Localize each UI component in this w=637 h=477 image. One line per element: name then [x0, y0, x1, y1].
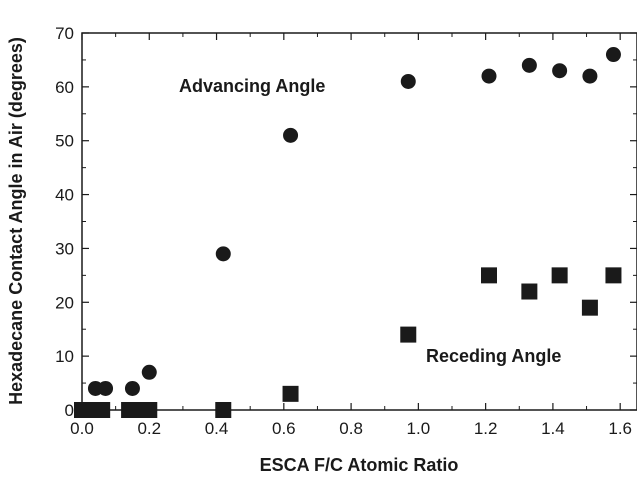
receding-point [141, 402, 158, 418]
x-tick-label: 0.0 [70, 419, 94, 438]
y-tick-label: 0 [65, 401, 74, 420]
y-tick-label: 10 [55, 347, 74, 366]
receding-point [94, 402, 111, 418]
advancing-point [552, 63, 568, 79]
annotation-advancing-angle: Advancing Angle [179, 76, 325, 96]
receding-point [215, 402, 232, 418]
y-tick-label: 20 [55, 293, 74, 312]
advancing-point [582, 68, 598, 84]
data-marks [74, 47, 622, 418]
advancing-point [141, 364, 157, 380]
x-tick-label: 1.0 [407, 419, 431, 438]
x-tick-label: 1.6 [608, 419, 632, 438]
advancing-point [400, 73, 416, 89]
axis-labels: 0.0 0.2 0.4 0.6 0.8 1.0 1.2 1.4 1.6 0 10 20 30 40 50 60… [55, 24, 632, 438]
x-tick-label: 0.4 [205, 419, 229, 438]
receding-point [521, 283, 538, 300]
x-tick-label: 0.8 [339, 419, 363, 438]
x-tick-label: 1.4 [541, 419, 565, 438]
advancing-point [215, 246, 231, 262]
x-tick-label: 0.6 [272, 419, 296, 438]
advancing-point [283, 127, 299, 143]
receding-point [282, 385, 299, 402]
advancing-point [481, 68, 497, 84]
receding-point [581, 299, 598, 316]
y-tick-label: 60 [55, 78, 74, 97]
annotation-receding-angle: Receding Angle [426, 346, 561, 366]
advancing-point [124, 380, 140, 396]
x-axis-title: ESCA F/C Atomic Ratio [260, 455, 459, 475]
receding-point [551, 267, 568, 284]
receding-point [121, 402, 138, 418]
advancing-point [521, 57, 537, 73]
y-tick-label: 50 [55, 132, 74, 151]
y-tick-label: 30 [55, 239, 74, 258]
receding-point [400, 326, 417, 343]
y-axis-title: Hexadecane Contact Angle in Air (degrees… [6, 37, 26, 405]
y-tick-label: 40 [55, 186, 74, 205]
x-tick-label: 0.2 [137, 419, 161, 438]
x-tick-label: 1.2 [474, 419, 498, 438]
advancing-point [605, 47, 621, 63]
y-tick-label: 70 [55, 24, 74, 43]
advancing-point [98, 380, 114, 396]
receding-point [605, 267, 622, 284]
receding-point [481, 267, 497, 284]
